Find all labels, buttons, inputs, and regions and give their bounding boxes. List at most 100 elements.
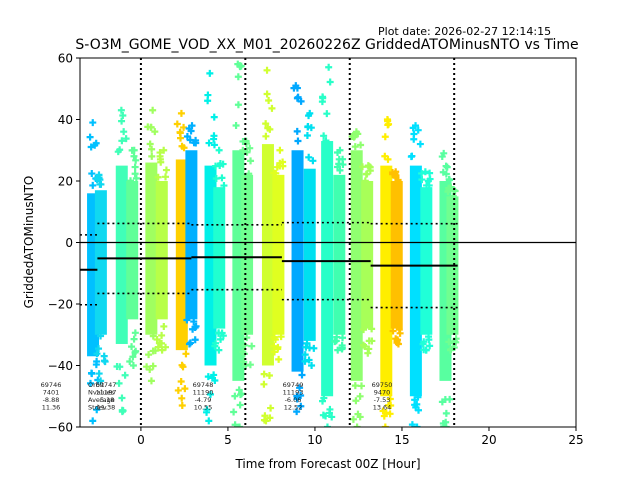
plus-marker [270, 342, 278, 350]
plus-marker [145, 351, 153, 359]
plus-marker [349, 415, 357, 423]
plus-marker [392, 174, 400, 182]
plus-marker [121, 371, 129, 379]
plus-marker [323, 110, 331, 118]
swath-core [261, 144, 274, 366]
orbit-stat-value: 12.52 [284, 404, 303, 412]
plus-marker [188, 122, 196, 130]
x-tick-label: 20 [481, 433, 496, 447]
plus-marker [440, 149, 448, 157]
swath-23 [418, 168, 434, 354]
plus-marker [131, 170, 139, 178]
orbit-stat-value: 11.36 [42, 404, 61, 412]
plus-marker [119, 111, 127, 119]
plus-marker [118, 117, 126, 125]
x-tick-label: 0 [137, 433, 145, 447]
plus-marker [418, 169, 426, 177]
plus-marker [424, 177, 432, 185]
plus-marker [446, 346, 454, 354]
swath-core [175, 159, 188, 351]
plus-marker [306, 109, 314, 117]
plus-marker [444, 188, 452, 196]
plus-marker [442, 409, 450, 417]
plus-marker [147, 377, 155, 385]
plus-marker [272, 169, 280, 177]
plus-marker [336, 146, 344, 154]
plus-marker [421, 168, 429, 176]
overlay-lines [80, 58, 576, 427]
plus-marker [410, 135, 418, 143]
plus-marker [182, 350, 190, 358]
plus-marker [179, 363, 187, 371]
plus-marker [217, 335, 225, 343]
plus-marker [89, 417, 97, 425]
plus-marker [231, 421, 239, 427]
plus-marker [414, 393, 422, 401]
swath-core [409, 165, 422, 397]
plus-marker [132, 347, 140, 355]
plus-marker [191, 336, 199, 344]
swath-core [94, 190, 107, 335]
plus-marker [189, 325, 197, 333]
plus-marker [116, 363, 124, 371]
plus-marker [151, 128, 159, 136]
plus-marker [350, 133, 358, 141]
swath-19 [358, 162, 376, 357]
plus-marker [414, 126, 422, 134]
y-tick-label: 40 [58, 113, 73, 127]
plus-marker [177, 109, 185, 117]
orbit-stat-value: -5.18 [98, 396, 115, 404]
plus-marker [275, 355, 283, 363]
plus-marker [128, 343, 136, 351]
plus-marker [352, 128, 360, 136]
orbit-stat-value: 9470 [374, 389, 391, 397]
plus-marker [204, 373, 212, 381]
swath-4 [143, 106, 159, 385]
plus-marker [294, 93, 302, 101]
plus-marker [322, 412, 330, 420]
plus-marker [126, 357, 134, 365]
plus-marker [368, 325, 376, 333]
plus-marker [131, 163, 139, 171]
plus-marker [245, 170, 253, 178]
plus-marker [305, 153, 313, 161]
swath-core [241, 174, 254, 335]
plus-marker [129, 353, 137, 361]
x-tick-label: 15 [394, 433, 409, 447]
plus-marker [392, 335, 400, 343]
plus-marker [178, 401, 186, 409]
plus-marker [274, 343, 282, 351]
plus-marker [215, 146, 223, 154]
swath-3 [126, 146, 140, 369]
plus-marker [296, 384, 304, 392]
plus-marker [358, 163, 366, 171]
plus-marker [418, 176, 426, 184]
plus-marker [176, 128, 184, 136]
plus-marker [154, 173, 162, 181]
plus-marker [263, 66, 271, 74]
plus-marker [149, 332, 157, 340]
plus-marker [368, 337, 376, 345]
plus-marker [426, 169, 434, 177]
plus-marker [292, 82, 300, 90]
plus-marker [353, 423, 361, 427]
x-tick-label: 10 [307, 433, 322, 447]
plus-marker [234, 73, 242, 81]
plus-marker [297, 402, 305, 410]
swath-18 [348, 128, 365, 427]
plus-marker [130, 152, 138, 160]
swath-core [155, 181, 168, 320]
plus-marker [148, 152, 156, 160]
plus-marker [88, 170, 96, 178]
plus-marker [93, 358, 101, 366]
swath-core [321, 141, 334, 397]
plus-marker [162, 173, 170, 181]
plus-marker [426, 342, 434, 350]
plus-marker [186, 136, 194, 144]
plus-marker [303, 132, 311, 140]
plus-marker [301, 357, 309, 365]
plus-marker [118, 408, 126, 416]
plus-marker [363, 170, 371, 178]
plus-marker [442, 423, 450, 427]
swath-core [145, 162, 158, 335]
